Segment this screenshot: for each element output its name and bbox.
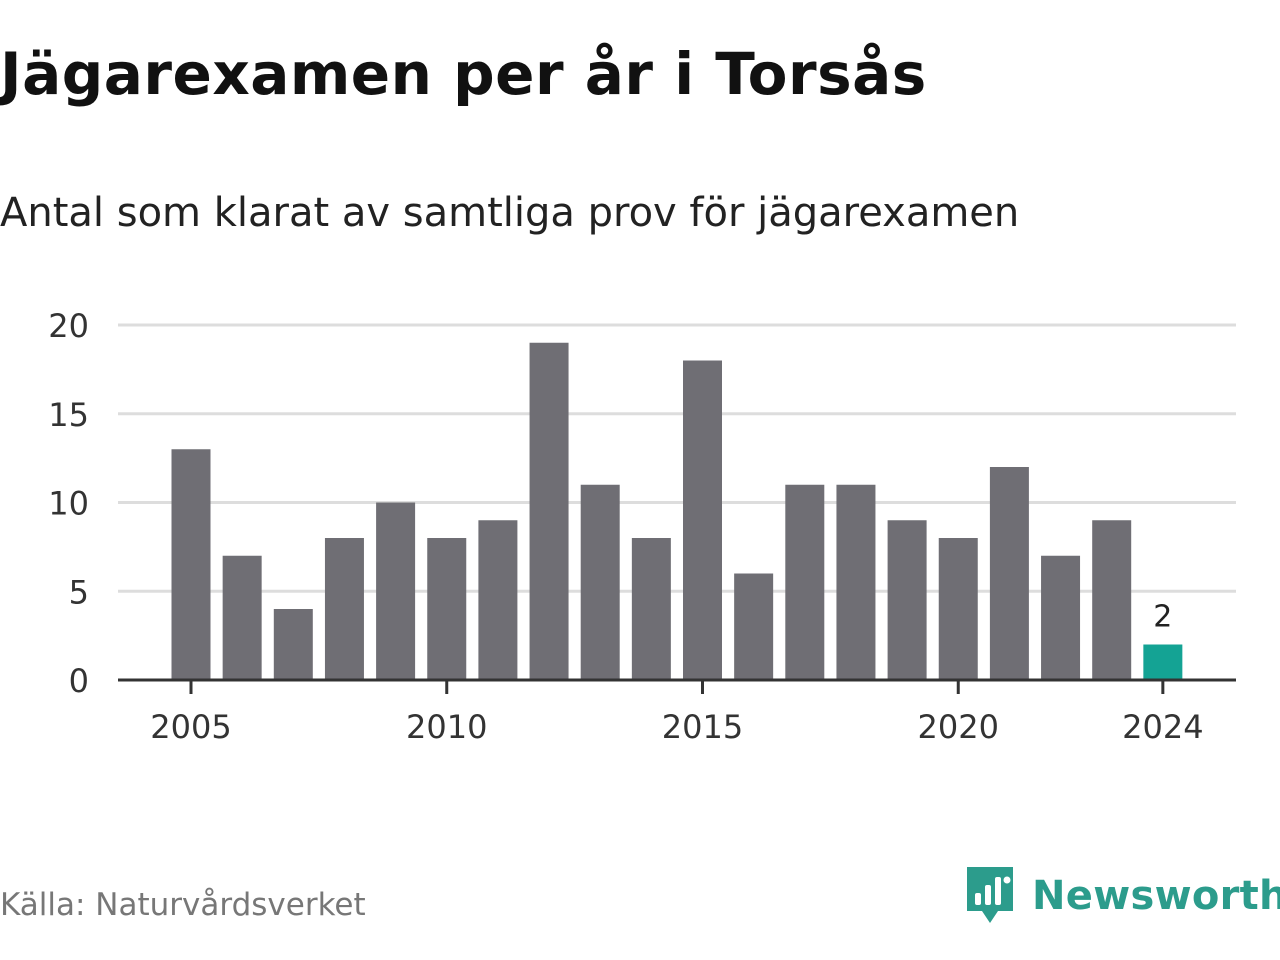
- y-tick-label: 15: [48, 396, 89, 434]
- y-tick-label: 20: [48, 307, 89, 345]
- bar-2024: [1143, 644, 1183, 680]
- x-tick-label: 2005: [150, 708, 231, 746]
- bar-2023: [1092, 520, 1132, 680]
- bar-2022: [1041, 555, 1081, 680]
- bar-2014: [631, 538, 671, 680]
- brand-name: Newsworthy: [1032, 873, 1280, 919]
- y-tick-label: 10: [48, 485, 89, 523]
- x-tick-label: 2010: [406, 708, 487, 746]
- y-tick-label: 0: [69, 662, 89, 700]
- bar-2020: [938, 538, 978, 680]
- x-tick-label: 2015: [662, 708, 743, 746]
- grid-lines: [118, 323, 1236, 593]
- bar-2021: [989, 467, 1029, 680]
- y-axis-ticks: 0 5 10 15 20: [48, 307, 89, 700]
- bar-2018: [836, 484, 876, 680]
- source-note: Källa: Naturvårdsverket: [0, 887, 366, 923]
- bar-chart: 0 5 10 15 20 2 2005 2010 2015 2020 2024: [48, 307, 1236, 746]
- bar-value-label: 2: [1153, 600, 1172, 635]
- bars: 2: [171, 342, 1183, 680]
- x-tick-label: 2020: [918, 708, 999, 746]
- bar-2017: [785, 484, 825, 680]
- bar-2009: [376, 502, 416, 680]
- bar-2016: [734, 573, 774, 680]
- bar-2012: [529, 342, 569, 680]
- y-tick-label: 5: [69, 573, 89, 611]
- bar-2006: [222, 555, 262, 680]
- x-axis-ticks: 2005 2010 2015 2020 2024: [150, 680, 1204, 746]
- bar-2015: [683, 360, 722, 680]
- bar-2019: [887, 520, 927, 680]
- bar-2005: [171, 449, 211, 680]
- chart-title: Jägarexamen per år i Torsås: [0, 40, 927, 108]
- bar-2010: [427, 538, 467, 680]
- brand-logo: Newsworthy: [964, 864, 1280, 928]
- bar-2011: [478, 520, 518, 680]
- newsworthy-logo-icon: [967, 867, 1013, 923]
- x-tick-label: 2024: [1122, 708, 1203, 746]
- bar-2007: [273, 609, 313, 680]
- bar-2013: [580, 484, 620, 680]
- chart-subtitle: Antal som klarat av samtliga prov för jä…: [0, 190, 1020, 236]
- bar-2008: [324, 538, 364, 680]
